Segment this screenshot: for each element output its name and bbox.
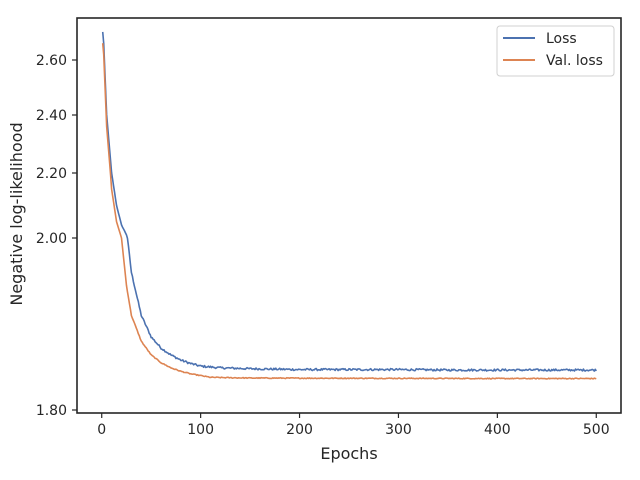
legend-label-val-loss: Val. loss — [546, 53, 603, 69]
x-axis-ticks: 0 100 200 300 400 500 — [97, 413, 610, 438]
legend-label-loss: Loss — [546, 31, 577, 47]
y-axis-ticks: 1.80 2.00 2.20 2.40 2.60 — [36, 53, 77, 419]
x-tick-label: 400 — [484, 422, 511, 438]
x-tick-label: 0 — [97, 422, 106, 438]
series-val-loss-line — [101, 43, 597, 380]
x-tick-label: 300 — [385, 422, 412, 438]
y-tick-label: 2.40 — [36, 108, 67, 124]
y-axis-label: Negative log-likelihood — [7, 122, 26, 305]
x-tick-label: 200 — [286, 422, 313, 438]
series-loss-line — [101, 31, 597, 372]
x-tick-label: 100 — [187, 422, 214, 438]
x-tick-label: 500 — [583, 422, 610, 438]
y-tick-label: 2.00 — [36, 231, 67, 247]
legend: Loss Val. loss — [496, 25, 615, 77]
plot-area — [101, 31, 597, 380]
y-tick-label: 2.60 — [36, 53, 67, 69]
y-tick-label: 2.20 — [36, 166, 67, 182]
plot-frame — [76, 17, 622, 414]
y-tick-label: 1.80 — [36, 403, 67, 419]
x-axis-label: Epochs — [320, 444, 377, 463]
